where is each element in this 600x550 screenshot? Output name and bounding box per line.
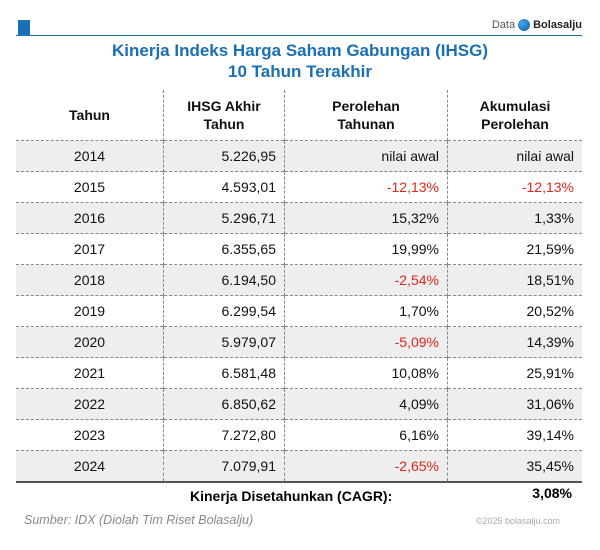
table-cell: 18,51% bbox=[447, 264, 582, 296]
table-cell: 2021 bbox=[16, 357, 164, 389]
table-cell: 2022 bbox=[16, 388, 164, 420]
cagr-label: Kinerja Disetahunkan (CAGR): bbox=[190, 488, 393, 504]
table-cell: 5.226,95 bbox=[163, 140, 285, 172]
table-cell: 15,32% bbox=[284, 202, 448, 234]
source-note: Sumber: IDX (Diolah Tim Riset Bolasalju) bbox=[24, 513, 254, 527]
table-cell: 2017 bbox=[16, 233, 164, 265]
table-cell: -2,65% bbox=[284, 450, 448, 483]
table-cell: 6.194,50 bbox=[163, 264, 285, 296]
table-cell: 2024 bbox=[16, 450, 164, 483]
table-row: 2016 5.296,71 15,32% 1,33% bbox=[16, 202, 582, 234]
table-cell: 2015 bbox=[16, 171, 164, 203]
table-cell: 2016 bbox=[16, 202, 164, 234]
table-cell: 7.272,80 bbox=[163, 419, 285, 451]
table-cell: -2,54% bbox=[284, 264, 448, 296]
table-cell: 1,70% bbox=[284, 295, 448, 327]
table-cell: 4,09% bbox=[284, 388, 448, 420]
brand-square bbox=[18, 20, 30, 35]
table-cell: 20,52% bbox=[447, 295, 582, 327]
table-row: 2022 6.850,62 4,09% 31,06% bbox=[16, 388, 582, 420]
page-title: Kinerja Indeks Harga Saham Gabungan (IHS… bbox=[0, 40, 600, 82]
column-header: Tahun bbox=[69, 107, 110, 123]
table-cell: 25,91% bbox=[447, 357, 582, 389]
table-cell: 6.581,48 bbox=[163, 357, 285, 389]
table-cell: 6.355,65 bbox=[163, 233, 285, 265]
table-cell: 35,45% bbox=[447, 450, 582, 483]
header-divider bbox=[16, 35, 582, 36]
ihsg-table: Tahun IHSG Akhir Tahun Perolehan Tahunan Akum… bbox=[16, 90, 582, 483]
brand-name: Bolasalju bbox=[533, 19, 582, 31]
brand-prefix: Data bbox=[491, 19, 516, 31]
column-header: IHSG Akhir Tahun bbox=[163, 90, 285, 141]
table-cell: 5.296,71 bbox=[163, 202, 285, 234]
table-cell: 2019 bbox=[16, 295, 164, 327]
title-line-2: 10 Tahun Terakhir bbox=[228, 62, 372, 81]
table-row: 2024 7.079,91 -2,65% 35,45% bbox=[16, 450, 582, 483]
table-cell: 2020 bbox=[16, 326, 164, 358]
table-cell: 10,08% bbox=[284, 357, 448, 389]
table-row: 2019 6.299,54 1,70% 20,52% bbox=[16, 295, 582, 327]
title-line-1: Kinerja Indeks Harga Saham Gabungan (IHS… bbox=[112, 41, 488, 60]
table-cell: 39,14% bbox=[447, 419, 582, 451]
column-header: Akumulasi Perolehan bbox=[447, 90, 582, 141]
table-cell: -12,13% bbox=[284, 171, 448, 203]
table-cell: 6.299,54 bbox=[163, 295, 285, 327]
table-row: 2018 6.194,50 -2,54% 18,51% bbox=[16, 264, 582, 296]
table-row: 2015 4.593,01 -12,13% -12,13% bbox=[16, 171, 582, 203]
table-row: 2017 6.355,65 19,99% 21,59% bbox=[16, 233, 582, 265]
table-cell: 7.079,91 bbox=[163, 450, 285, 483]
cagr-value: 3,08% bbox=[532, 485, 572, 501]
table-cell: 19,99% bbox=[284, 233, 448, 265]
brand-logo: Data Bolasalju bbox=[492, 19, 582, 31]
table-cell: 5.979,07 bbox=[163, 326, 285, 358]
copyright: ©2025 bolasalju.com bbox=[475, 516, 560, 526]
table-cell: nilai awal bbox=[447, 140, 582, 172]
table-cell: -5,09% bbox=[284, 326, 448, 358]
table-row: 2020 5.979,07 -5,09% 14,39% bbox=[16, 326, 582, 358]
column-header: Perolehan Tahunan bbox=[284, 90, 448, 141]
table-cell: 4.593,01 bbox=[163, 171, 285, 203]
table-cell: 2018 bbox=[16, 264, 164, 296]
table-row: 2014 5.226,95 nilai awal nilai awal bbox=[16, 140, 582, 172]
table-cell: 14,39% bbox=[447, 326, 582, 358]
table-cell: 21,59% bbox=[447, 233, 582, 265]
snowball-icon bbox=[518, 19, 531, 31]
table-cell: 2014 bbox=[16, 140, 164, 172]
table-row: 2023 7.272,80 6,16% 39,14% bbox=[16, 419, 582, 451]
table-cell: 31,06% bbox=[447, 388, 582, 420]
table-cell: 6.850,62 bbox=[163, 388, 285, 420]
table-cell: 1,33% bbox=[447, 202, 582, 234]
table-row: 2021 6.581,48 10,08% 25,91% bbox=[16, 357, 582, 389]
table-cell: nilai awal bbox=[284, 140, 448, 172]
table-cell: 6,16% bbox=[284, 419, 448, 451]
table-cell: 2023 bbox=[16, 419, 164, 451]
table-cell: -12,13% bbox=[447, 171, 582, 203]
